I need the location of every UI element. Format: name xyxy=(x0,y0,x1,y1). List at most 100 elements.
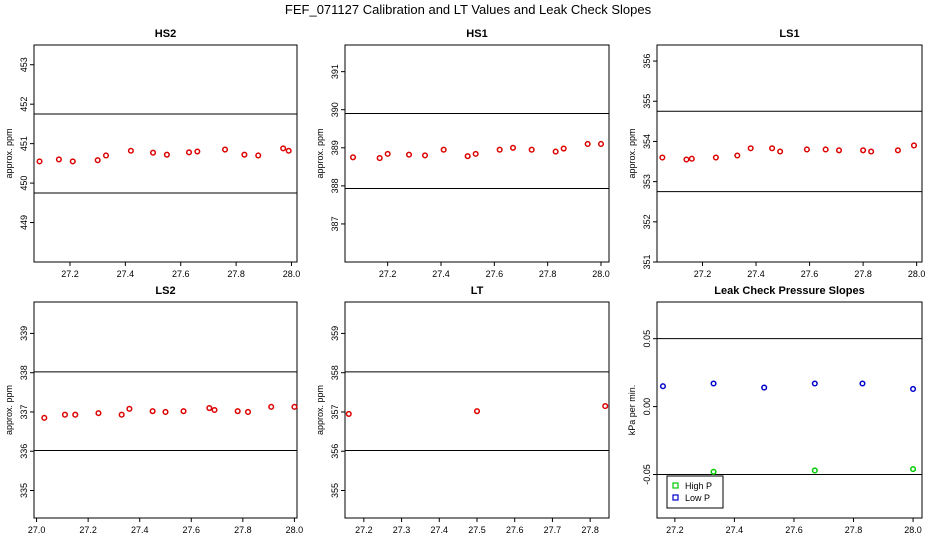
legend-label: High P xyxy=(685,481,712,491)
y-tick-label: 390 xyxy=(330,102,340,117)
y-tick-label: 451 xyxy=(19,136,29,151)
x-tick-label: 28.0 xyxy=(908,269,926,279)
figure-title: FEF_071127 Calibration and LT Values and… xyxy=(284,2,652,17)
data-point xyxy=(496,146,503,153)
x-tick-label: 27.5 xyxy=(468,525,486,535)
data-point xyxy=(683,156,690,163)
data-point xyxy=(405,151,413,158)
data-point xyxy=(102,152,110,159)
y-tick-label: 338 xyxy=(19,365,29,380)
x-tick-label: 27.6 xyxy=(785,525,803,535)
data-point xyxy=(473,408,481,415)
y-tick-label: 0.00 xyxy=(642,398,652,416)
data-point xyxy=(194,148,201,155)
x-tick-label: 27.8 xyxy=(234,525,252,535)
x-tick-label: 28.0 xyxy=(592,269,610,279)
y-tick-label: 358 xyxy=(330,365,340,380)
y-tick-label: 352 xyxy=(642,214,652,229)
plot-frame xyxy=(33,44,298,263)
data-point xyxy=(291,403,298,410)
plot-frame xyxy=(656,44,923,263)
data-point xyxy=(349,154,357,161)
data-point xyxy=(95,410,102,417)
data-point xyxy=(910,466,917,473)
data-point xyxy=(127,147,134,154)
plot-frame xyxy=(33,301,298,519)
y-tick-label: 449 xyxy=(19,215,29,230)
y-tick-label: 359 xyxy=(330,326,340,341)
x-tick-label: 27.8 xyxy=(539,269,557,279)
data-point xyxy=(860,147,867,154)
x-tick-label: 28.0 xyxy=(286,525,304,535)
data-point xyxy=(528,146,535,153)
chart-panel-2: HS1 27.2 27.4 27.6 27.8 28.0 387 388 389 390 391 ap… xyxy=(315,28,610,279)
y-tick-label: 391 xyxy=(330,64,340,79)
x-tick-label: 28.0 xyxy=(904,525,922,535)
x-tick-label: 27.4 xyxy=(726,525,744,535)
data-point xyxy=(149,149,157,156)
legend-marker xyxy=(672,494,679,501)
data-point xyxy=(69,158,76,165)
data-point xyxy=(244,408,252,416)
data-point xyxy=(803,146,810,153)
x-tick-label: 27.4 xyxy=(131,525,149,535)
x-tick-label: 27.3 xyxy=(393,525,411,535)
chart-panel-5: LT 27.2 27.3 27.4 27.5 27.6 27.7 27.8 355 356 357 3… xyxy=(315,285,610,535)
panel-title: HS1 xyxy=(466,28,487,40)
data-point xyxy=(822,146,829,153)
y-tick-label: 355 xyxy=(642,94,652,109)
data-point xyxy=(384,150,391,157)
x-tick-label: 27.6 xyxy=(172,269,190,279)
data-point xyxy=(859,380,866,387)
x-tick-label: 27.2 xyxy=(666,525,684,535)
data-point xyxy=(440,146,447,153)
x-tick-label: 27.4 xyxy=(747,269,765,279)
data-point xyxy=(761,384,768,391)
legend-label: Low P xyxy=(685,493,710,503)
panel-title: LT xyxy=(471,285,484,297)
data-point xyxy=(36,158,43,165)
data-point xyxy=(835,147,843,154)
x-tick-label: 27.6 xyxy=(506,525,524,535)
data-point xyxy=(769,145,776,152)
data-point xyxy=(285,147,292,154)
data-point xyxy=(421,152,429,159)
x-tick-label: 27.2 xyxy=(379,269,397,279)
legend-box xyxy=(666,475,724,509)
chart-panel-3: LS1 27.2 27.4 27.6 27.8 28.0 351 352 353 354 355 35… xyxy=(627,28,925,279)
data-point xyxy=(509,144,517,151)
y-tick-label: 387 xyxy=(330,216,340,231)
data-point xyxy=(41,414,48,421)
data-point xyxy=(211,406,218,414)
y-tick-label: 356 xyxy=(330,444,340,459)
y-tick-label: 450 xyxy=(19,176,29,191)
y-axis-label: kPa per min. xyxy=(627,385,637,436)
data-point xyxy=(597,140,605,148)
data-point xyxy=(710,380,717,387)
legend: High P Low P xyxy=(666,475,724,509)
data-point xyxy=(206,404,213,412)
data-point xyxy=(162,408,169,416)
x-tick-label: 27.7 xyxy=(544,525,562,535)
data-point xyxy=(472,150,479,157)
x-tick-label: 27.8 xyxy=(227,269,245,279)
y-tick-label: 452 xyxy=(19,97,29,112)
data-point xyxy=(126,405,133,412)
data-point xyxy=(72,411,79,418)
x-tick-label: 27.8 xyxy=(854,269,872,279)
data-point xyxy=(688,155,695,162)
plot-frame xyxy=(344,44,610,263)
data-point xyxy=(910,385,917,392)
data-point xyxy=(118,411,125,418)
x-tick-label: 27.8 xyxy=(845,525,863,535)
y-tick-label: 353 xyxy=(642,174,652,189)
x-tick-label: 27.6 xyxy=(486,269,504,279)
data-point xyxy=(221,146,229,153)
panel-title: HS2 xyxy=(155,28,176,40)
data-point xyxy=(811,467,818,474)
data-point xyxy=(811,380,818,387)
chart-panel-4: LS2 27.0 27.2 27.4 27.6 27.8 28.0 335 336 337 338 3… xyxy=(4,285,303,535)
data-point xyxy=(94,157,101,164)
x-tick-label: 27.0 xyxy=(28,525,46,535)
